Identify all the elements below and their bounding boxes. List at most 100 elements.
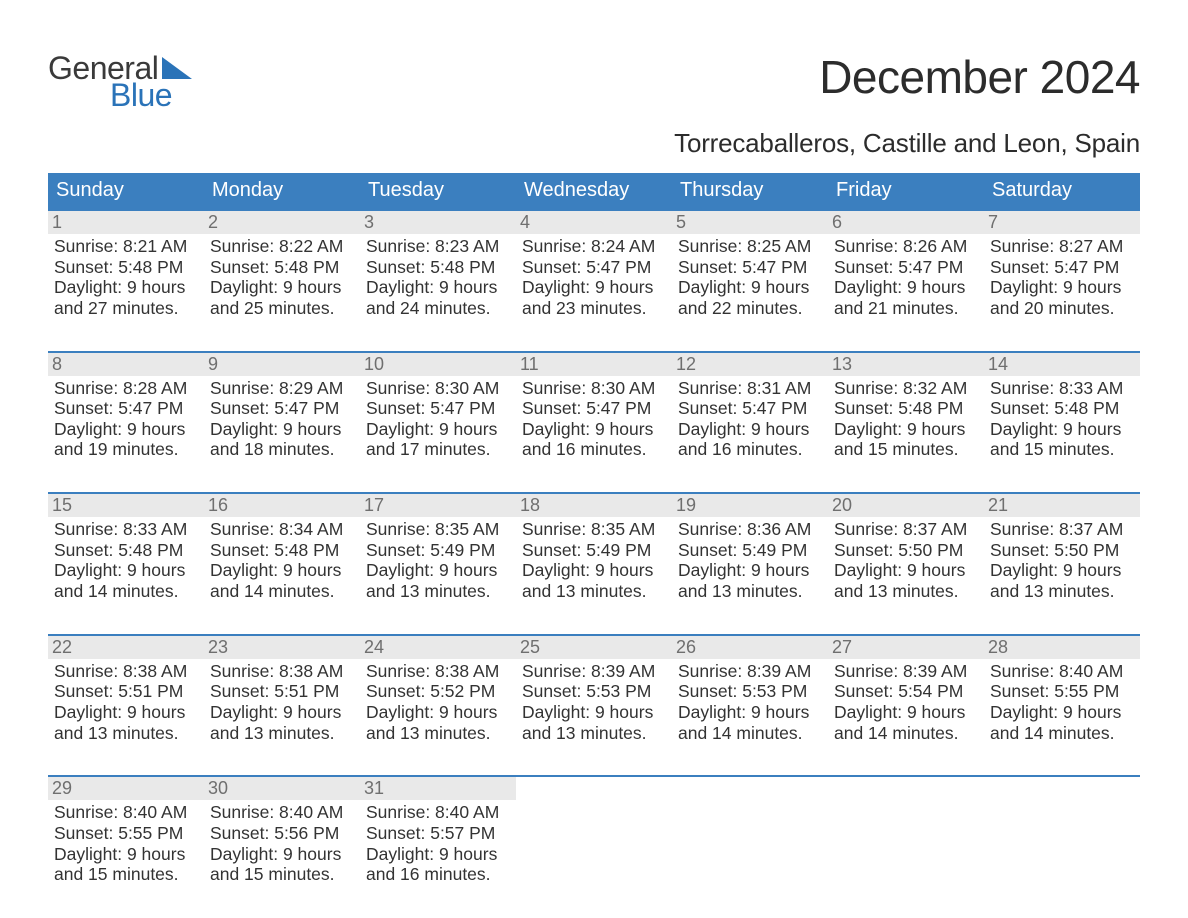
day-sunset: Sunset: 5:47 PM — [678, 398, 822, 419]
calendar-cell: 17Sunrise: 8:35 AMSunset: 5:49 PMDayligh… — [360, 494, 516, 604]
day-d2: and 13 minutes. — [522, 723, 666, 744]
day-sunset: Sunset: 5:52 PM — [366, 681, 510, 702]
day-d1: Daylight: 9 hours — [990, 419, 1134, 440]
day-header: Sunday — [48, 173, 204, 209]
day-number: 18 — [516, 494, 672, 517]
day-sunset: Sunset: 5:47 PM — [522, 398, 666, 419]
day-sunrise: Sunrise: 8:35 AM — [522, 519, 666, 540]
day-number: 7 — [984, 211, 1140, 234]
calendar-cell: 22Sunrise: 8:38 AMSunset: 5:51 PMDayligh… — [48, 636, 204, 746]
day-sunset: Sunset: 5:47 PM — [678, 257, 822, 278]
day-info: Sunrise: 8:40 AMSunset: 5:55 PMDaylight:… — [54, 802, 198, 885]
day-sunset: Sunset: 5:53 PM — [522, 681, 666, 702]
day-d2: and 13 minutes. — [678, 581, 822, 602]
calendar-week-row: 29Sunrise: 8:40 AMSunset: 5:55 PMDayligh… — [48, 775, 1140, 887]
day-sunrise: Sunrise: 8:38 AM — [366, 661, 510, 682]
day-sunrise: Sunrise: 8:39 AM — [678, 661, 822, 682]
day-info: Sunrise: 8:31 AMSunset: 5:47 PMDaylight:… — [678, 378, 822, 461]
day-number: 15 — [48, 494, 204, 517]
day-d1: Daylight: 9 hours — [366, 702, 510, 723]
calendar-cell: 27Sunrise: 8:39 AMSunset: 5:54 PMDayligh… — [828, 636, 984, 746]
day-info: Sunrise: 8:40 AMSunset: 5:56 PMDaylight:… — [210, 802, 354, 885]
day-sunrise: Sunrise: 8:35 AM — [366, 519, 510, 540]
day-sunrise: Sunrise: 8:40 AM — [54, 802, 198, 823]
day-sunrise: Sunrise: 8:40 AM — [366, 802, 510, 823]
day-number: 31 — [360, 777, 516, 800]
day-d2: and 24 minutes. — [366, 298, 510, 319]
calendar-cell — [828, 777, 984, 887]
day-d1: Daylight: 9 hours — [522, 419, 666, 440]
day-d2: and 13 minutes. — [54, 723, 198, 744]
day-d1: Daylight: 9 hours — [210, 844, 354, 865]
day-info: Sunrise: 8:32 AMSunset: 5:48 PMDaylight:… — [834, 378, 978, 461]
day-d2: and 18 minutes. — [210, 439, 354, 460]
header: General Blue December 2024 — [48, 50, 1140, 114]
day-number: 6 — [828, 211, 984, 234]
day-sunset: Sunset: 5:47 PM — [990, 257, 1134, 278]
calendar-week-row: 15Sunrise: 8:33 AMSunset: 5:48 PMDayligh… — [48, 492, 1140, 604]
day-sunrise: Sunrise: 8:40 AM — [990, 661, 1134, 682]
day-info: Sunrise: 8:24 AMSunset: 5:47 PMDaylight:… — [522, 236, 666, 319]
day-header: Monday — [204, 173, 360, 209]
day-d1: Daylight: 9 hours — [210, 702, 354, 723]
day-d1: Daylight: 9 hours — [990, 560, 1134, 581]
day-info: Sunrise: 8:23 AMSunset: 5:48 PMDaylight:… — [366, 236, 510, 319]
calendar-cell: 11Sunrise: 8:30 AMSunset: 5:47 PMDayligh… — [516, 353, 672, 463]
day-d1: Daylight: 9 hours — [678, 419, 822, 440]
brand-line2: Blue — [110, 77, 192, 114]
day-sunset: Sunset: 5:48 PM — [54, 540, 198, 561]
day-sunset: Sunset: 5:55 PM — [990, 681, 1134, 702]
day-sunrise: Sunrise: 8:38 AM — [210, 661, 354, 682]
day-sunrise: Sunrise: 8:29 AM — [210, 378, 354, 399]
day-number: 19 — [672, 494, 828, 517]
day-d1: Daylight: 9 hours — [366, 844, 510, 865]
day-number: 21 — [984, 494, 1140, 517]
day-d1: Daylight: 9 hours — [522, 560, 666, 581]
day-info: Sunrise: 8:33 AMSunset: 5:48 PMDaylight:… — [54, 519, 198, 602]
day-info: Sunrise: 8:27 AMSunset: 5:47 PMDaylight:… — [990, 236, 1134, 319]
calendar-cell: 14Sunrise: 8:33 AMSunset: 5:48 PMDayligh… — [984, 353, 1140, 463]
day-d2: and 13 minutes. — [366, 723, 510, 744]
day-info: Sunrise: 8:26 AMSunset: 5:47 PMDaylight:… — [834, 236, 978, 319]
day-sunrise: Sunrise: 8:22 AM — [210, 236, 354, 257]
calendar-cell: 16Sunrise: 8:34 AMSunset: 5:48 PMDayligh… — [204, 494, 360, 604]
brand-logo: General Blue — [48, 50, 192, 114]
day-number: 25 — [516, 636, 672, 659]
day-info: Sunrise: 8:30 AMSunset: 5:47 PMDaylight:… — [522, 378, 666, 461]
day-sunrise: Sunrise: 8:27 AM — [990, 236, 1134, 257]
day-number: 20 — [828, 494, 984, 517]
day-d1: Daylight: 9 hours — [210, 560, 354, 581]
day-info: Sunrise: 8:37 AMSunset: 5:50 PMDaylight:… — [990, 519, 1134, 602]
calendar-cell — [516, 777, 672, 887]
day-sunset: Sunset: 5:48 PM — [366, 257, 510, 278]
day-sunset: Sunset: 5:56 PM — [210, 823, 354, 844]
calendar-cell: 2Sunrise: 8:22 AMSunset: 5:48 PMDaylight… — [204, 211, 360, 321]
calendar-cell: 23Sunrise: 8:38 AMSunset: 5:51 PMDayligh… — [204, 636, 360, 746]
day-info: Sunrise: 8:38 AMSunset: 5:51 PMDaylight:… — [54, 661, 198, 744]
day-d2: and 16 minutes. — [366, 864, 510, 885]
day-d1: Daylight: 9 hours — [522, 702, 666, 723]
day-sunset: Sunset: 5:53 PM — [678, 681, 822, 702]
day-sunset: Sunset: 5:48 PM — [990, 398, 1134, 419]
day-sunset: Sunset: 5:47 PM — [834, 257, 978, 278]
day-info: Sunrise: 8:39 AMSunset: 5:53 PMDaylight:… — [678, 661, 822, 744]
day-d2: and 14 minutes. — [990, 723, 1134, 744]
day-d1: Daylight: 9 hours — [54, 277, 198, 298]
calendar-cell: 25Sunrise: 8:39 AMSunset: 5:53 PMDayligh… — [516, 636, 672, 746]
day-sunrise: Sunrise: 8:31 AM — [678, 378, 822, 399]
day-d2: and 13 minutes. — [366, 581, 510, 602]
day-sunrise: Sunrise: 8:24 AM — [522, 236, 666, 257]
day-info: Sunrise: 8:38 AMSunset: 5:52 PMDaylight:… — [366, 661, 510, 744]
day-d2: and 19 minutes. — [54, 439, 198, 460]
calendar-cell: 19Sunrise: 8:36 AMSunset: 5:49 PMDayligh… — [672, 494, 828, 604]
calendar-cell — [984, 777, 1140, 887]
day-info: Sunrise: 8:35 AMSunset: 5:49 PMDaylight:… — [366, 519, 510, 602]
calendar-week-row: 1Sunrise: 8:21 AMSunset: 5:48 PMDaylight… — [48, 209, 1140, 321]
day-sunrise: Sunrise: 8:26 AM — [834, 236, 978, 257]
day-info: Sunrise: 8:21 AMSunset: 5:48 PMDaylight:… — [54, 236, 198, 319]
day-sunset: Sunset: 5:49 PM — [366, 540, 510, 561]
day-number: 30 — [204, 777, 360, 800]
calendar-cell: 20Sunrise: 8:37 AMSunset: 5:50 PMDayligh… — [828, 494, 984, 604]
page-title: December 2024 — [819, 50, 1140, 104]
calendar-cell: 24Sunrise: 8:38 AMSunset: 5:52 PMDayligh… — [360, 636, 516, 746]
